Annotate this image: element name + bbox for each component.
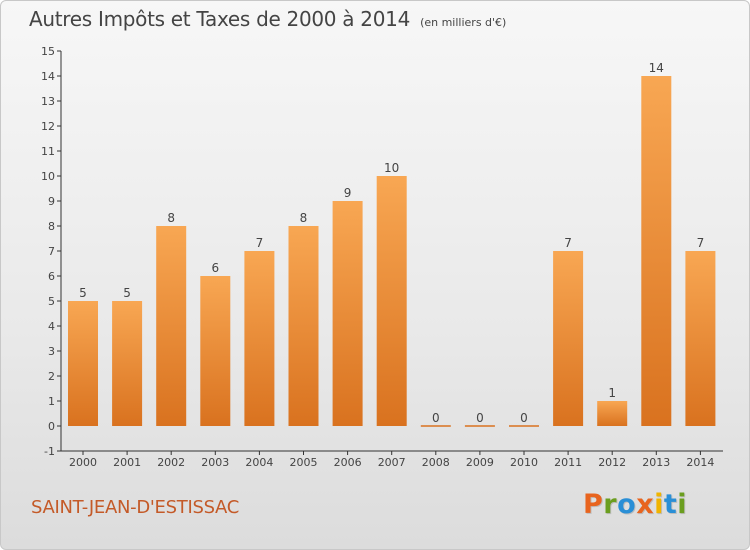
data-label: 1	[608, 386, 616, 400]
data-label: 7	[256, 236, 264, 250]
data-label: 14	[649, 61, 664, 75]
x-tick-label: 2012	[598, 456, 626, 469]
x-tick-label: 2014	[686, 456, 714, 469]
bar	[641, 76, 672, 426]
data-label: 9	[344, 186, 352, 200]
data-label: 6	[211, 261, 219, 275]
bar	[553, 251, 584, 426]
x-tick-label: 2001	[113, 456, 141, 469]
bar	[332, 201, 363, 426]
bar	[112, 301, 143, 426]
place-name: SAINT-JEAN-D'ESTISSAC	[31, 497, 240, 518]
x-tick-label: 2008	[422, 456, 450, 469]
y-tick-label: 4	[48, 320, 55, 333]
y-tick-label: 6	[48, 270, 55, 283]
x-tick-label: 2013	[642, 456, 670, 469]
x-tick-label: 2010	[510, 456, 538, 469]
x-tick-label: 2003	[201, 456, 229, 469]
y-tick-label: 5	[48, 295, 55, 308]
data-label: 7	[697, 236, 705, 250]
data-label: 8	[167, 211, 175, 225]
y-tick-label: 7	[48, 245, 55, 258]
logo-letter: i	[654, 489, 664, 520]
bar	[464, 425, 495, 427]
bar	[376, 176, 407, 426]
bar	[68, 301, 98, 426]
y-tick-label: 13	[41, 95, 55, 108]
y-tick-label: -1	[44, 445, 55, 458]
data-label: 10	[384, 161, 399, 175]
logo-letter: t	[663, 489, 678, 520]
bar	[685, 251, 716, 426]
x-tick-label: 2005	[290, 456, 318, 469]
data-label: 0	[432, 411, 440, 425]
y-tick-label: 2	[48, 370, 55, 383]
logo-letter: o	[617, 489, 637, 520]
x-tick-label: 2007	[378, 456, 406, 469]
logo-letter: i	[677, 489, 688, 520]
x-tick-label: 2011	[554, 456, 582, 469]
x-tick-label: 2009	[466, 456, 494, 469]
y-tick-label: 1	[48, 395, 55, 408]
y-tick-label: 12	[41, 120, 55, 133]
y-tick-label: 11	[41, 145, 55, 158]
chart-title: Autres Impôts et Taxes de 2000 à 2014 (e…	[29, 7, 506, 31]
y-tick-label: 0	[48, 420, 55, 433]
y-tick-label: 14	[41, 70, 55, 83]
bar	[420, 425, 451, 427]
data-label: 7	[564, 236, 572, 250]
bar	[200, 276, 231, 426]
y-tick-label: 10	[41, 170, 55, 183]
logo-letter: P	[583, 489, 604, 520]
data-label: 8	[300, 211, 308, 225]
bar	[288, 226, 319, 426]
data-label: 5	[123, 286, 131, 300]
y-tick-label: 3	[48, 345, 55, 358]
y-tick-label: 15	[41, 45, 55, 58]
data-label: 0	[476, 411, 484, 425]
y-tick-label: 8	[48, 220, 55, 233]
chart-title-text: Autres Impôts et Taxes de 2000 à 2014	[29, 7, 410, 31]
bar	[156, 226, 187, 426]
y-tick-label: 9	[48, 195, 55, 208]
logo-letter: x	[636, 489, 655, 520]
proxiti-logo: Proxiti	[583, 489, 687, 520]
data-label: 0	[520, 411, 528, 425]
bar	[244, 251, 275, 426]
data-label: 5	[79, 286, 87, 300]
bar	[509, 425, 539, 427]
logo-letter: r	[603, 489, 618, 520]
bar	[597, 401, 628, 426]
x-tick-label: 2004	[245, 456, 273, 469]
x-tick-label: 2000	[69, 456, 97, 469]
x-tick-label: 2002	[157, 456, 185, 469]
x-tick-label: 2006	[334, 456, 362, 469]
chart-unit: (en milliers d'€)	[420, 16, 507, 29]
